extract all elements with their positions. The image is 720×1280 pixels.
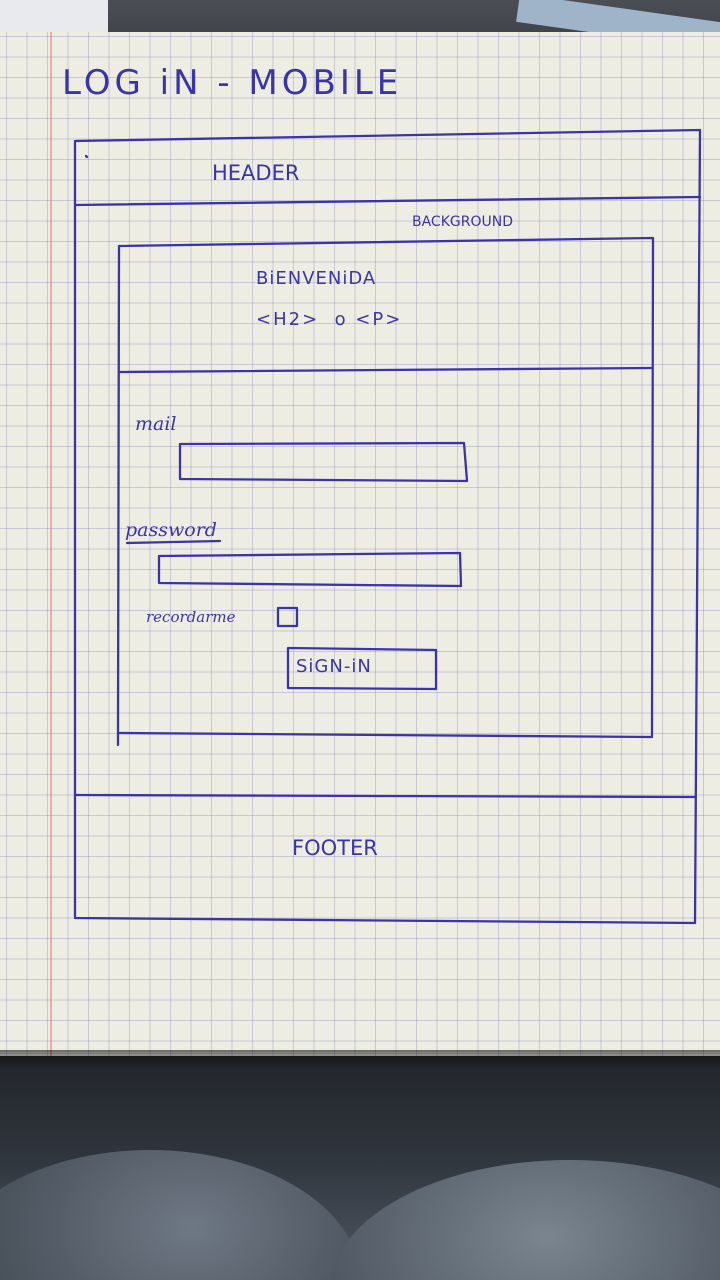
footer-label: FOOTER — [292, 836, 378, 860]
signin-label: SiGN-iN — [296, 656, 372, 677]
password-input-box — [157, 551, 463, 588]
footer-divider — [73, 793, 697, 799]
signin-button-box — [286, 646, 438, 691]
welcome-title: BiENVENiDA — [256, 268, 377, 289]
content-box — [116, 236, 655, 739]
grid-paper — [0, 32, 720, 1056]
header-label: HEADER — [212, 161, 300, 185]
remember-label: recordarme — [146, 608, 236, 626]
paper-margin-line — [50, 32, 52, 1056]
sketch-title: LOG iN - MOBILE — [62, 63, 403, 103]
background-label: BACKGROUND — [412, 214, 513, 230]
header-divider — [73, 195, 702, 207]
outer-frame — [73, 128, 702, 925]
paper-shadow — [0, 1050, 720, 1070]
welcome-tags: <H2> o <P> — [256, 309, 403, 330]
mail-label: mail — [135, 413, 177, 435]
mail-input-box — [178, 441, 469, 483]
remember-checkbox — [276, 606, 299, 628]
password-label: password — [125, 519, 217, 541]
pen-dot — [84, 154, 89, 159]
welcome-divider — [117, 366, 654, 374]
password-underline — [125, 539, 222, 545]
